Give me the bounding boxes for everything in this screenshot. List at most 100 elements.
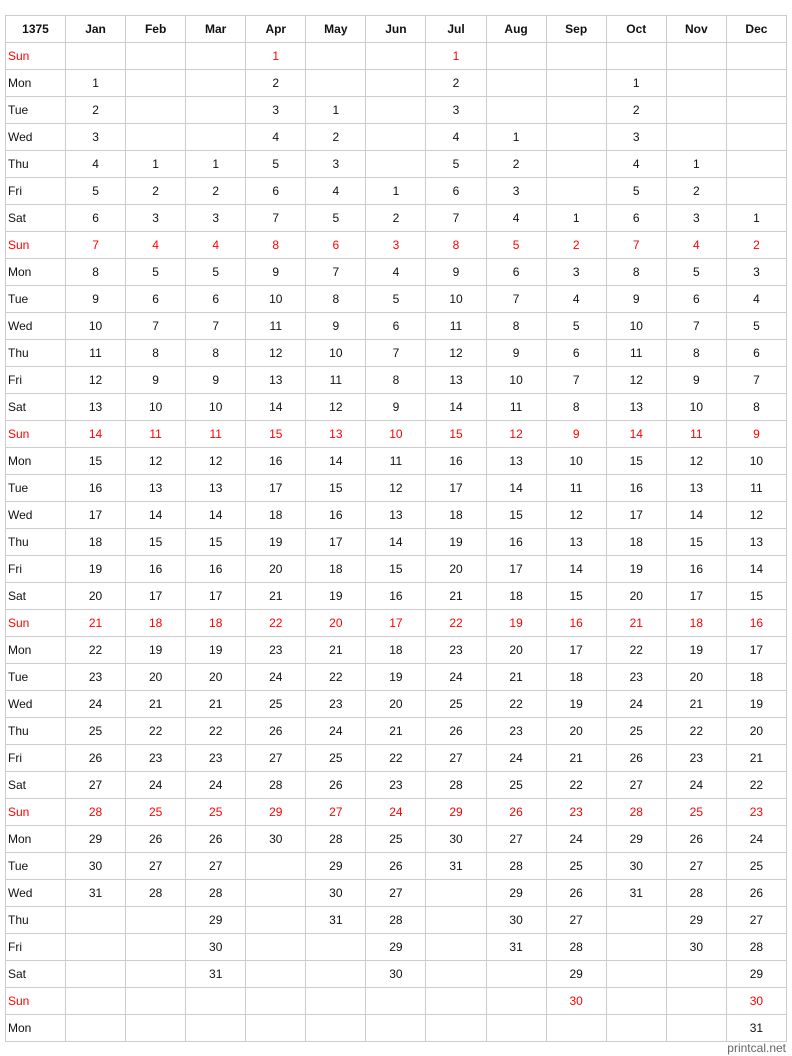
weekday-label: Sat: [5, 204, 66, 232]
day-cell: 10: [64, 312, 127, 340]
day-cell: 26: [64, 744, 127, 772]
day-cell: 18: [605, 528, 667, 556]
day-cell: 8: [64, 258, 127, 286]
day-cell: 13: [605, 393, 667, 421]
week-row: Sun 1 1: [5, 42, 788, 70]
week-row: Thu 18 15 15 19 17 14 19 16 13 18 15 13: [5, 528, 788, 556]
day-cell: 31: [305, 906, 367, 934]
weekday-label: Mon: [5, 447, 66, 475]
day-cell: [485, 1014, 547, 1042]
day-cell: 3: [485, 177, 547, 205]
day-cell: [245, 1014, 307, 1042]
week-row: Sat 20 17 17 21 19 16 21 18 15 20 17 15: [5, 582, 788, 610]
day-cell: 9: [185, 366, 247, 394]
day-cell: 5: [425, 150, 487, 178]
weekday-label: Wed: [5, 123, 66, 151]
weekday-label: Thu: [5, 150, 66, 178]
day-cell: 4: [365, 258, 427, 286]
day-cell: 24: [305, 717, 367, 745]
day-cell: 14: [185, 501, 247, 529]
day-cell: 11: [665, 420, 727, 448]
day-cell: 22: [725, 771, 788, 799]
day-cell: 8: [605, 258, 667, 286]
weekday-label: Wed: [5, 501, 66, 529]
day-cell: 2: [425, 69, 487, 97]
day-cell: 26: [245, 717, 307, 745]
day-cell: 21: [605, 609, 667, 637]
day-cell: 19: [665, 636, 727, 664]
day-cell: 14: [545, 555, 607, 583]
day-cell: 17: [305, 528, 367, 556]
day-cell: 13: [365, 501, 427, 529]
day-cell: 7: [125, 312, 187, 340]
day-cell: 16: [125, 555, 187, 583]
day-cell: 1: [725, 204, 788, 232]
day-cell: 5: [365, 285, 427, 313]
day-cell: 25: [185, 798, 247, 826]
day-cell: 4: [305, 177, 367, 205]
day-cell: 4: [245, 123, 307, 151]
day-cell: 3: [365, 231, 427, 259]
day-cell: 25: [425, 690, 487, 718]
day-cell: 13: [125, 474, 187, 502]
day-cell: 9: [125, 366, 187, 394]
month-header-nov: Nov: [665, 15, 727, 43]
day-cell: 30: [305, 879, 367, 907]
day-cell: 7: [485, 285, 547, 313]
day-cell: 17: [485, 555, 547, 583]
day-cell: 30: [485, 906, 547, 934]
day-cell: 28: [185, 879, 247, 907]
day-cell: 30: [245, 825, 307, 853]
week-row: Mon 29 26 26 30 28 25 30 27 24 29 26 24: [5, 825, 788, 853]
year-calendar-table: 1375 Jan Feb Mar Apr May Jun Jul Aug Sep Oct Nov De…: [5, 15, 788, 1042]
weekday-label: Sun: [5, 798, 66, 826]
day-cell: 18: [305, 555, 367, 583]
weekday-label: Sat: [5, 771, 66, 799]
weekday-label: Fri: [5, 555, 66, 583]
day-cell: [125, 123, 187, 151]
day-cell: [425, 933, 487, 961]
day-cell: 19: [485, 609, 547, 637]
day-cell: 1: [605, 69, 667, 97]
day-cell: 28: [665, 879, 727, 907]
day-cell: [725, 123, 788, 151]
day-cell: [64, 1014, 127, 1042]
day-cell: 13: [64, 393, 127, 421]
day-cell: 20: [365, 690, 427, 718]
day-cell: [425, 906, 487, 934]
weekday-label: Wed: [5, 879, 66, 907]
day-cell: 26: [485, 798, 547, 826]
day-cell: 12: [125, 447, 187, 475]
day-cell: 22: [185, 717, 247, 745]
day-cell: [125, 987, 187, 1015]
day-cell: 21: [485, 663, 547, 691]
day-cell: 20: [305, 609, 367, 637]
day-cell: 24: [665, 771, 727, 799]
day-cell: [605, 960, 667, 988]
day-cell: 20: [125, 663, 187, 691]
day-cell: [125, 906, 187, 934]
day-cell: 26: [605, 744, 667, 772]
day-cell: 6: [245, 177, 307, 205]
weekday-label: Tue: [5, 96, 66, 124]
day-cell: [425, 987, 487, 1015]
day-cell: [365, 1014, 427, 1042]
month-header-jan: Jan: [64, 15, 127, 43]
day-cell: 3: [605, 123, 667, 151]
day-cell: 11: [64, 339, 127, 367]
day-cell: 5: [485, 231, 547, 259]
day-cell: 23: [725, 798, 788, 826]
day-cell: 17: [185, 582, 247, 610]
day-cell: 28: [425, 771, 487, 799]
day-cell: 9: [64, 285, 127, 313]
day-cell: 12: [185, 447, 247, 475]
weekday-label: Tue: [5, 663, 66, 691]
day-cell: 22: [64, 636, 127, 664]
day-cell: 28: [725, 933, 788, 961]
day-cell: 13: [425, 366, 487, 394]
day-cell: 2: [605, 96, 667, 124]
day-cell: [665, 69, 727, 97]
day-cell: [125, 69, 187, 97]
day-cell: 24: [125, 771, 187, 799]
weekday-label: Wed: [5, 690, 66, 718]
